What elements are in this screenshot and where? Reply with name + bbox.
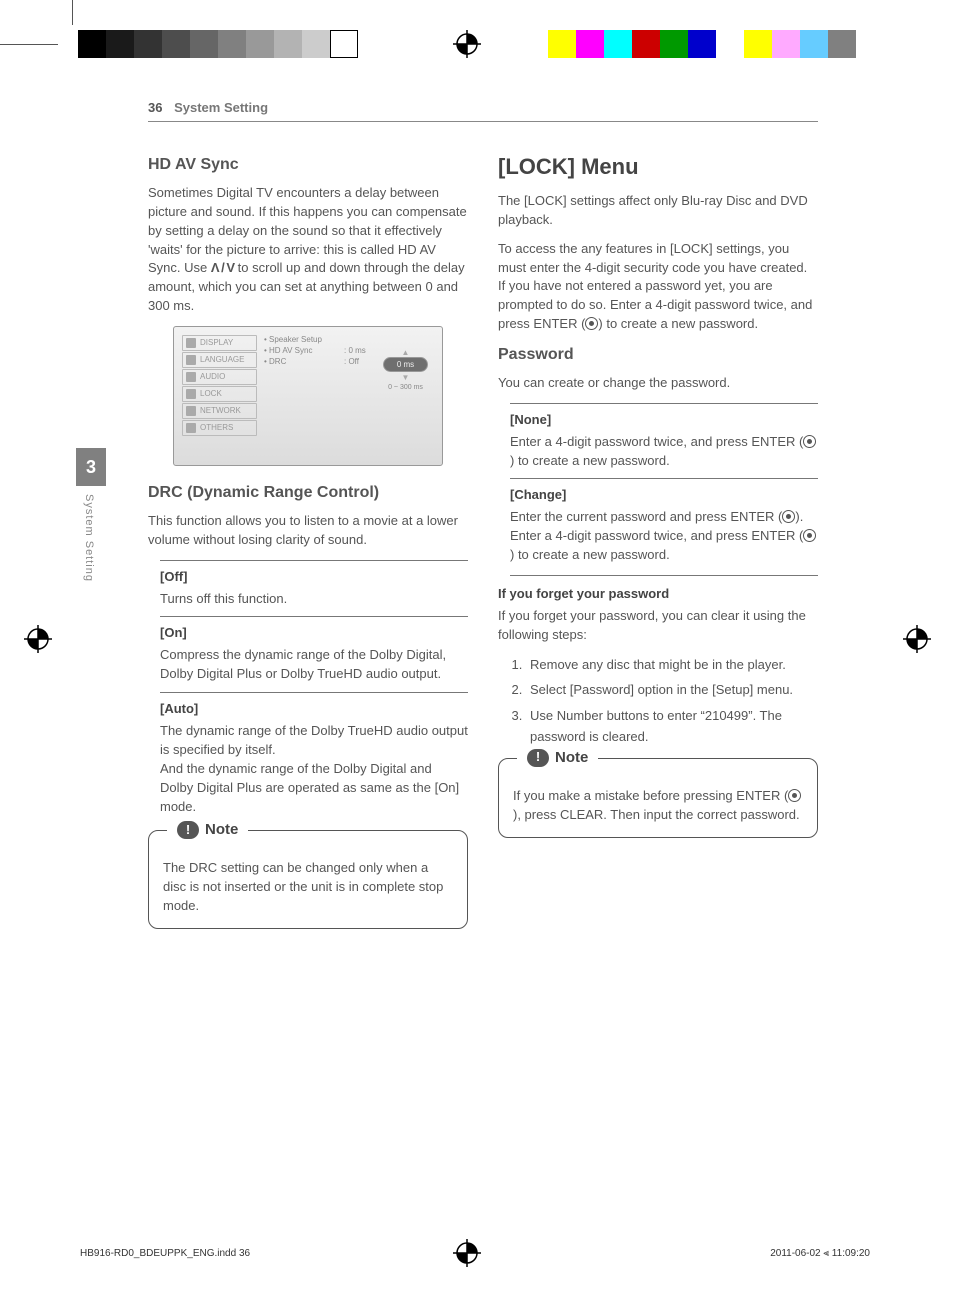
- step-item: Use Number buttons to enter “210499”. Th…: [526, 706, 818, 748]
- note-icon: !: [177, 821, 199, 839]
- hdav-sync-body: Sometimes Digital TV encounters a delay …: [148, 184, 468, 316]
- page-footer: HB916-RD0_BDEUPPK_ENG.indd 36 2011-06-02…: [80, 1248, 870, 1259]
- section-title: System Setting: [174, 100, 268, 115]
- enter-icon: [585, 317, 598, 330]
- side-tab-number: 3: [76, 448, 106, 486]
- screenshot-menu-item: OTHERS: [182, 420, 257, 436]
- screenshot-setting-row: • DRC: Off: [264, 357, 366, 366]
- drc-auto-option: [Auto] The dynamic range of the Dolby Tr…: [160, 692, 468, 824]
- lock-p2: To access the any features in [LOCK] set…: [498, 240, 818, 278]
- drc-body: This function allows you to listen to a …: [148, 512, 468, 550]
- forget-password-intro: If you forget your password, you can cle…: [498, 607, 818, 645]
- side-tab: 3 System Setting: [76, 448, 106, 618]
- scroll-down-icon: ▼: [383, 374, 428, 382]
- lock-p1: The [LOCK] settings affect only Blu-ray …: [498, 192, 818, 230]
- lock-menu-heading: [LOCK] Menu: [498, 154, 818, 180]
- screenshot-setting-row: • Speaker Setup: [264, 335, 366, 344]
- screenshot-menu-item: DISPLAY: [182, 335, 257, 351]
- crop-mark: [72, 0, 73, 25]
- crop-mark: [0, 44, 58, 45]
- enter-icon: [782, 510, 795, 523]
- password-intro: You can create or change the password.: [498, 374, 818, 393]
- step-item: Select [Password] option in the [Setup] …: [526, 680, 818, 701]
- step-item: Remove any disc that might be in the pla…: [526, 655, 818, 676]
- page-number: 36: [148, 100, 162, 115]
- screenshot-menu-item: NETWORK: [182, 403, 257, 419]
- footer-timestamp: 2011-06-02 ⫷ 11:09:20: [770, 1248, 870, 1259]
- password-note-box: ! Note If you make a mistake before pres…: [498, 758, 818, 838]
- drc-note-text: The DRC setting can be changed only when…: [163, 860, 443, 913]
- side-tab-label: System Setting: [83, 494, 95, 582]
- note-label: Note: [555, 747, 588, 769]
- note-icon: !: [527, 749, 549, 767]
- enter-icon: [788, 789, 801, 802]
- registration-mark-top: [453, 30, 481, 58]
- forget-password-heading: If you forget your password: [498, 586, 818, 601]
- up-down-icon: Λ / V: [211, 260, 234, 275]
- drc-note-box: ! Note The DRC setting can be changed on…: [148, 830, 468, 929]
- note-label: Note: [205, 819, 238, 841]
- screenshot-menu-item: AUDIO: [182, 369, 257, 385]
- registration-mark-right: [903, 625, 931, 653]
- left-column: HD AV Sync Sometimes Digital TV encounte…: [148, 144, 468, 939]
- screenshot-setting-row: • HD AV Sync: 0 ms: [264, 346, 366, 355]
- screenshot-menu-item: LOCK: [182, 386, 257, 402]
- registration-mark-left: [24, 625, 52, 653]
- lock-p3: If you have not entered a password yet, …: [498, 277, 818, 334]
- hdav-sync-heading: HD AV Sync: [148, 156, 468, 174]
- delay-value-pill: 0 ms: [383, 357, 428, 372]
- password-none-option: [None] Enter a 4-digit password twice, a…: [510, 403, 818, 479]
- delay-range-label: 0 ~ 300 ms: [383, 384, 428, 391]
- drc-off-option: [Off] Turns off this function.: [160, 560, 468, 617]
- forget-password-steps: Remove any disc that might be in the pla…: [516, 655, 818, 748]
- enter-icon: [803, 435, 816, 448]
- right-column: [LOCK] Menu The [LOCK] settings affect o…: [498, 144, 818, 939]
- settings-screenshot: DISPLAYLANGUAGEAUDIOLOCKNETWORKOTHERS • …: [173, 326, 443, 466]
- color-calibration-bar: [548, 30, 856, 58]
- gray-calibration-bar: [78, 30, 358, 58]
- drc-on-option: [On] Compress the dynamic range of the D…: [160, 616, 468, 692]
- page-header: 36 System Setting: [148, 100, 818, 122]
- screenshot-menu-item: LANGUAGE: [182, 352, 257, 368]
- scroll-up-icon: ▲: [383, 349, 428, 357]
- password-change-option: [Change] Enter the current password and …: [510, 478, 818, 576]
- footer-filename: HB916-RD0_BDEUPPK_ENG.indd 36: [80, 1248, 250, 1259]
- password-heading: Password: [498, 346, 818, 364]
- drc-heading: DRC (Dynamic Range Control): [148, 484, 468, 502]
- enter-icon: [803, 529, 816, 542]
